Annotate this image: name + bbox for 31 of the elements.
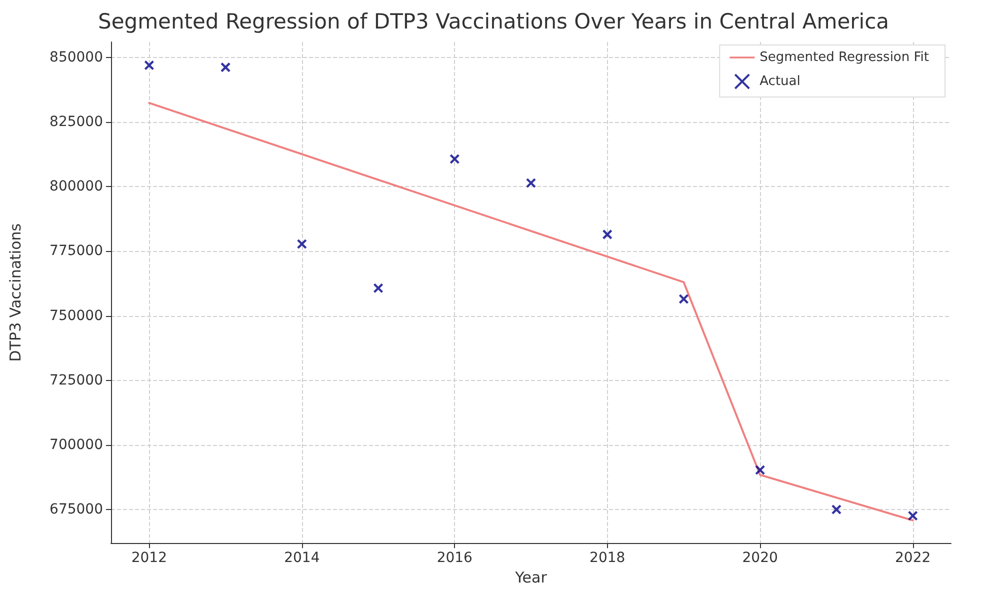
- point: [831, 504, 842, 515]
- x-tick-label: 2014: [284, 550, 320, 566]
- point: [144, 60, 154, 70]
- x-tick-label: 2012: [131, 550, 167, 566]
- y-tick-label: 800000: [50, 178, 103, 195]
- x-tick-label: 2020: [742, 550, 778, 566]
- point: [526, 178, 536, 188]
- y-tick-label: 750000: [50, 308, 103, 324]
- y-tick-label: 725000: [50, 372, 103, 388]
- y-tick-label: 675000: [50, 502, 103, 518]
- point: [450, 154, 460, 164]
- point: [754, 464, 766, 476]
- point: [373, 283, 384, 294]
- y-tick-label: 850000: [50, 50, 103, 66]
- point: [602, 229, 612, 240]
- legend-label: Segmented Regression Fit: [760, 50, 930, 65]
- point: [296, 238, 308, 250]
- y-tick-label: 775000: [50, 243, 103, 260]
- point: [220, 62, 231, 72]
- y-tick-label: 700000: [50, 436, 103, 453]
- x-tick-label: 2018: [590, 550, 626, 566]
- point: [908, 510, 918, 521]
- line-series: [148, 102, 914, 522]
- x-axis-title: Year: [514, 568, 548, 586]
- y-tick-label: 825000: [50, 114, 103, 130]
- x-tick-label: 2016: [436, 550, 473, 566]
- x-tick-label: 2022: [895, 550, 931, 566]
- y-axis-title: DTP3 Vaccinations: [6, 223, 24, 362]
- legend-label: Actual: [760, 74, 800, 89]
- chart-title: Segmented Regression of DTP3 Vaccinations Over Years in Central America: [98, 10, 889, 34]
- point: [678, 294, 689, 304]
